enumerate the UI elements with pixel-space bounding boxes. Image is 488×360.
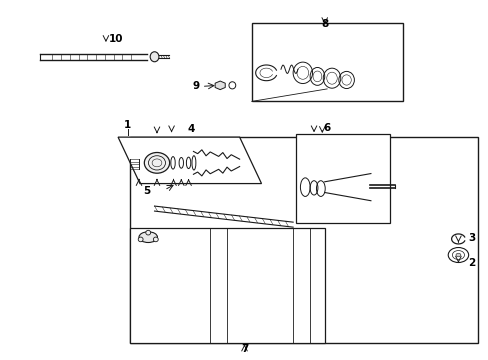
Ellipse shape [150, 52, 159, 62]
Ellipse shape [138, 237, 143, 242]
Text: 6: 6 [323, 123, 330, 133]
Text: 1: 1 [124, 120, 131, 130]
Text: 2: 2 [468, 258, 475, 268]
Ellipse shape [144, 153, 169, 173]
Text: 8: 8 [321, 18, 327, 28]
Text: 7: 7 [240, 343, 248, 354]
Text: 3: 3 [468, 233, 475, 243]
Ellipse shape [455, 253, 460, 257]
Bar [295, 134, 389, 223]
Bar [130, 228, 324, 342]
Text: 5: 5 [143, 186, 151, 197]
Text: 10: 10 [108, 34, 122, 44]
Polygon shape [215, 81, 225, 90]
Text: 9: 9 [192, 81, 199, 91]
Text: 4: 4 [187, 124, 194, 134]
Polygon shape [118, 137, 261, 184]
Bar [251, 23, 402, 102]
Ellipse shape [145, 230, 150, 235]
Bar [130, 137, 477, 342]
Ellipse shape [139, 232, 157, 243]
Ellipse shape [153, 237, 158, 242]
